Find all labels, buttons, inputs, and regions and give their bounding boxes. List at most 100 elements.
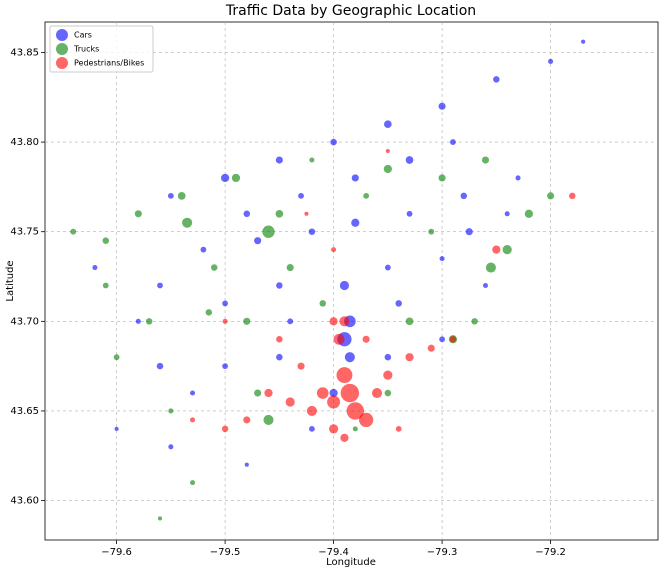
point [102,237,110,244]
point [438,102,446,110]
point [298,192,304,199]
point [285,397,295,407]
point [297,362,305,370]
point [134,210,142,218]
point [244,462,249,467]
point [481,156,490,164]
point [351,218,360,227]
point [329,317,338,326]
grid: −79.6 −79.5 −79.4 −79.3 −79.2 43.60 43.65 43.70… [10,22,658,558]
point [275,209,284,218]
point [329,424,339,434]
point [157,516,163,521]
point [243,210,251,218]
x-tick-label: −79.6 [101,547,132,558]
point [243,416,251,424]
point [384,353,392,361]
point [515,175,521,181]
point [439,256,445,262]
point [363,192,370,199]
point [190,480,196,486]
point [524,209,534,218]
point [276,353,283,361]
point [276,282,283,289]
point [405,317,414,326]
x-tick-label: −79.5 [210,547,241,558]
point [504,211,510,217]
point [383,164,392,174]
point [384,120,392,129]
point [70,228,77,235]
point [254,237,262,245]
legend-marker [56,57,68,69]
point [405,353,414,362]
point [222,318,228,324]
marks [70,39,586,521]
y-tick-label: 43.60 [10,496,39,507]
point [92,265,98,271]
x-tick-label: −79.2 [535,547,566,558]
point [262,225,275,238]
point [157,282,163,289]
point [428,228,435,235]
point [547,192,555,200]
point [114,426,119,431]
point [263,414,274,425]
point [344,352,355,363]
point [156,362,164,370]
point [231,173,241,183]
point [222,363,229,370]
point [200,246,207,253]
point [286,263,294,272]
y-tick-label: 43.80 [10,137,39,148]
point [135,318,141,324]
point [438,174,446,182]
point [145,318,153,325]
point [329,388,338,398]
point [492,245,501,254]
chart-title: Traffic Data by Geographic Location [225,3,476,19]
point [385,148,390,154]
point [339,316,350,327]
point [254,389,262,397]
point [395,425,402,432]
x-axis-label: Longitude [326,557,376,568]
point [331,247,337,253]
point [182,217,193,228]
point [309,157,315,163]
point [485,262,496,273]
point [384,389,392,397]
point [220,173,230,183]
point [243,317,251,325]
point [327,395,341,409]
point [395,300,402,307]
legend-box [49,25,154,73]
point [211,264,218,271]
point [264,388,273,398]
point [190,417,196,423]
legend-label: Trucks [73,45,99,54]
point [460,192,468,200]
point [471,318,478,325]
point [304,211,309,216]
point [502,245,512,255]
point [222,300,229,307]
point [450,139,456,145]
y-tick-label: 43.70 [10,316,39,327]
point [319,300,326,307]
point [340,433,349,442]
point [167,192,174,199]
point [352,426,358,432]
point [405,156,414,164]
point [493,76,500,83]
point [205,309,213,316]
point [439,336,446,343]
point [427,344,435,352]
point [168,408,174,414]
y-axis-label: Latitude [5,260,16,301]
x-tick-label: −79.3 [427,547,458,558]
point [287,318,294,325]
point [333,333,345,345]
